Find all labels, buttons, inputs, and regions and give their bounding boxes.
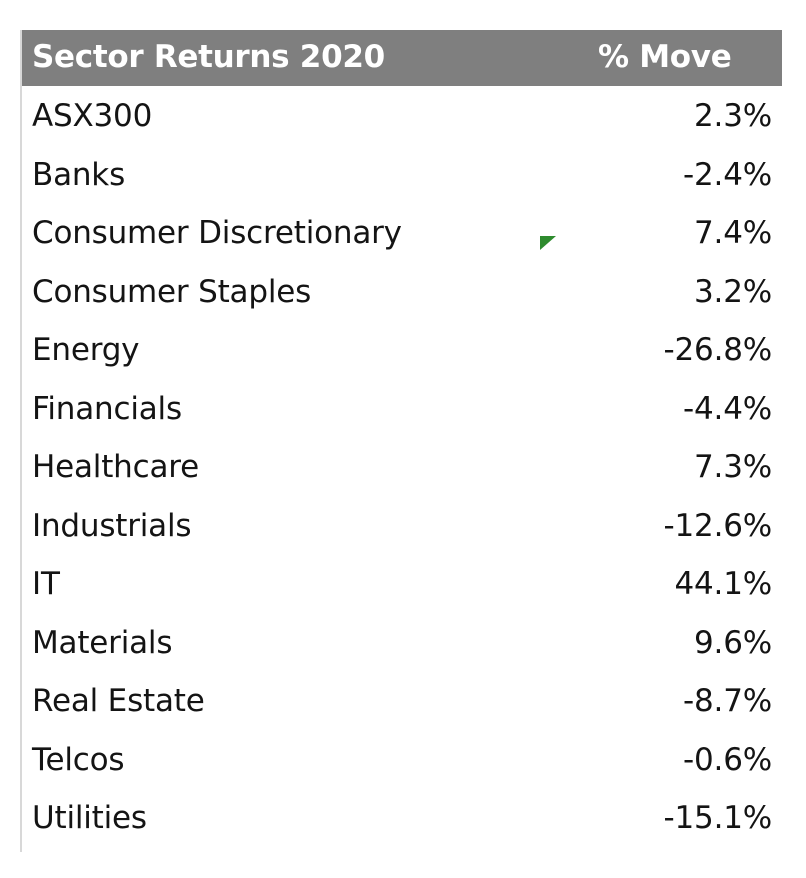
sector-label: Real Estate (32, 683, 205, 719)
table-row: Utilities -15.1% (22, 788, 782, 847)
comment-indicator-icon[interactable] (540, 236, 556, 250)
table-row: Industrials -12.6% (22, 496, 782, 555)
table-row: Banks -2.4% (22, 145, 782, 204)
sector-label: IT (32, 566, 60, 602)
sector-move-value: 7.4% (694, 215, 772, 251)
sector-label: Financials (32, 390, 182, 427)
sector-move-value: -8.7% (683, 683, 772, 719)
table-row: Financials -4.4% (22, 379, 782, 438)
sector-move-value: -15.1% (663, 800, 773, 836)
sector-label: Healthcare (32, 449, 199, 485)
sector-label: Materials (32, 624, 173, 661)
sector-move-value: -12.6% (663, 507, 773, 544)
sector-label: Consumer Discretionary (32, 215, 402, 251)
table-row: Real Estate -8.7% (22, 671, 782, 730)
sector-label: Telcos (32, 741, 125, 778)
sector-move-value: 44.1% (674, 566, 773, 602)
sector-move-value: -4.4% (683, 390, 772, 427)
sector-move-value: -0.6% (683, 741, 772, 778)
sector-move-value: 3.2% (694, 273, 772, 310)
sector-label: Industrials (32, 507, 192, 544)
sector-label: Consumer Staples (32, 273, 312, 310)
sector-label: ASX300 (32, 98, 153, 134)
table-header: Sector Returns 2020 % Move (22, 30, 782, 86)
table-row: Consumer Discretionary 7.4% (22, 203, 782, 262)
table-row: ASX300 2.3% (22, 86, 782, 145)
sector-label: Energy (32, 332, 140, 368)
sector-move-value: -2.4% (683, 156, 772, 193)
sector-move-value: 9.6% (694, 624, 772, 661)
sector-move-value: -26.8% (663, 332, 773, 368)
table-row: IT 44.1% (22, 554, 782, 613)
header-sector: Sector Returns 2020 (32, 39, 385, 75)
table-row: Healthcare 7.3% (22, 437, 782, 496)
sector-move-value: 2.3% (694, 98, 772, 134)
header-move: % Move (598, 39, 732, 75)
table-row: Telcos -0.6% (22, 730, 782, 789)
table-row: Consumer Staples 3.2% (22, 262, 782, 321)
table-row: Energy -26.8% (22, 320, 782, 379)
sector-move-value: 7.3% (694, 449, 772, 485)
sector-returns-table: Sector Returns 2020 % Move ASX300 2.3% Ban… (20, 30, 782, 852)
sector-label: Banks (32, 156, 126, 193)
sector-label: Utilities (32, 800, 147, 836)
table-row: Materials 9.6% (22, 613, 782, 672)
